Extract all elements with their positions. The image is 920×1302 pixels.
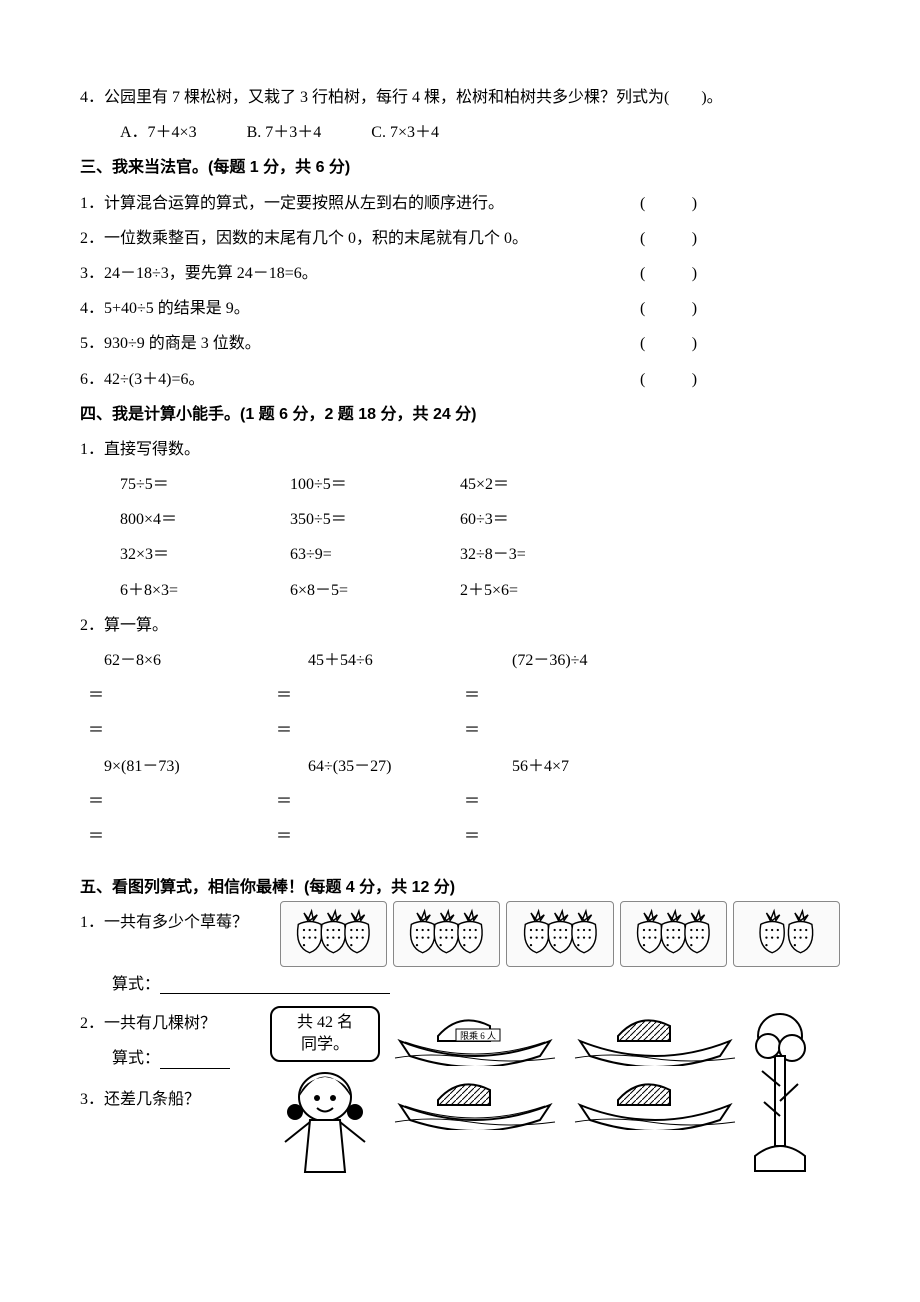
boat-icon bbox=[390, 1070, 560, 1130]
s4-work-expr: (72－36)÷4 bbox=[488, 643, 692, 678]
s4-work-eq: ＝ bbox=[80, 784, 268, 819]
s4-grid: 75÷5＝100÷5＝45×2＝ 800×4＝350÷5＝60÷3＝ 32×3＝63… bbox=[80, 467, 840, 608]
strawberry-panel bbox=[506, 901, 613, 967]
s4-work-eq: ＝ bbox=[80, 678, 268, 713]
q2-4-text: 4．公园里有 7 棵松树，又栽了 3 行柏树，每行 4 棵，松树和柏树共多少棵？… bbox=[80, 80, 840, 115]
s5-q1-label: 算式： bbox=[112, 976, 160, 993]
s4-work-expr: 56＋4×7 bbox=[488, 749, 692, 784]
bubble-line-2: 同学。 bbox=[280, 1034, 370, 1056]
s4-grid-cell: 800×4＝ bbox=[80, 502, 290, 537]
q2-4-opt-b: B. 7＋3＋4 bbox=[247, 115, 322, 150]
s4-work-eq: ＝ bbox=[268, 678, 456, 713]
s5-q2-blank-line bbox=[160, 1050, 230, 1069]
strawberry-panel bbox=[393, 901, 500, 967]
s4-work-eq: ＝ bbox=[80, 713, 268, 748]
strawberry-panel bbox=[620, 901, 727, 967]
bubble-line-1: 共 42 名 bbox=[280, 1012, 370, 1034]
s5-q2-label: 算式： bbox=[112, 1050, 160, 1067]
s3-paren-6: ( ) bbox=[640, 371, 702, 388]
s3-list: 1．计算混合运算的算式，一定要按照从左到右的顺序进行。( ) 2．一位数乘整百，… bbox=[80, 186, 840, 397]
s4-work-eq: ＝ bbox=[268, 784, 456, 819]
s4-work-eq: ＝ bbox=[456, 678, 644, 713]
boat-icon bbox=[570, 1006, 740, 1066]
s3-item-2: 2．一位数乘整百，因数的末尾有几个 0，积的末尾就有几个 0。 bbox=[80, 221, 640, 256]
boat-col-1: 限乘 6 人 bbox=[390, 1006, 560, 1130]
s3-title: 三、我来当法官。(每题 1 分，共 6 分) bbox=[80, 150, 840, 185]
strawberry-panel bbox=[280, 901, 387, 967]
s4-work-eq: ＝ bbox=[456, 819, 644, 854]
s4-grid-cell: 2＋5×6= bbox=[460, 573, 630, 608]
s4-grid-cell: 32÷8－3= bbox=[460, 537, 630, 572]
s3-paren-5: ( ) bbox=[640, 335, 702, 352]
s4-grid-cell: 100÷5＝ bbox=[290, 467, 460, 502]
s4-grid-cell: 60÷3＝ bbox=[460, 502, 630, 537]
s4-work-eq: ＝ bbox=[456, 713, 644, 748]
q2-4-opt-a: A．7＋4×3 bbox=[120, 115, 197, 150]
s4-work-eq: ＝ bbox=[80, 819, 268, 854]
tree-icon bbox=[750, 1006, 810, 1176]
s4-work-eq: ＝ bbox=[268, 819, 456, 854]
s5-q1-blank-line bbox=[160, 976, 390, 995]
s4-grid-cell: 63÷9= bbox=[290, 537, 460, 572]
boat-icon: 限乘 6 人 bbox=[390, 1006, 560, 1066]
s3-item-6: 6．42÷(3＋4)=6。 bbox=[80, 362, 640, 397]
boat-icon bbox=[570, 1070, 740, 1130]
s4-grid-cell: 32×3＝ bbox=[80, 537, 290, 572]
s3-paren-1: ( ) bbox=[640, 195, 702, 212]
s4-work-expr: 9×(81－73) bbox=[80, 749, 284, 784]
s4-work-eq: ＝ bbox=[456, 784, 644, 819]
q2-4-options: A．7＋4×3 B. 7＋3＋4 C. 7×3＋4 bbox=[80, 115, 840, 150]
strawberry-panels bbox=[280, 901, 840, 967]
s5-q1-blank: 算式： bbox=[80, 967, 840, 1002]
s4-p1: 1．直接写得数。 bbox=[80, 432, 840, 467]
boats-area: 2．一共有几棵树？ 算式： 3．还差几条船？ 共 42 名 同学。 bbox=[80, 1006, 840, 1196]
s3-paren-4: ( ) bbox=[640, 300, 702, 317]
s4-grid-cell: 6＋8×3= bbox=[80, 573, 290, 608]
s4-grid-cell: 75÷5＝ bbox=[80, 467, 290, 502]
s3-item-4: 4．5+40÷5 的结果是 9。 bbox=[80, 291, 640, 326]
s4-grid-cell: 6×8－5= bbox=[290, 573, 460, 608]
s4-grid-cell: 45×2＝ bbox=[460, 467, 630, 502]
s4-work-expr: 64÷(35－27) bbox=[284, 749, 488, 784]
s4-work: 62－8×645＋54÷6(72－36)÷4＝＝＝＝＝＝9×(81－73)64÷… bbox=[80, 643, 840, 854]
s5-q2: 2．一共有几棵树？ bbox=[80, 1006, 260, 1041]
s3-item-1: 1．计算混合运算的算式，一定要按照从左到右的顺序进行。 bbox=[80, 186, 640, 221]
s3-paren-2: ( ) bbox=[640, 230, 702, 247]
s3-paren-3: ( ) bbox=[640, 265, 702, 282]
boat-cap-text: 限乘 6 人 bbox=[460, 1030, 496, 1041]
s5-q3: 3．还差几条船？ bbox=[80, 1082, 260, 1117]
s4-title: 四、我是计算小能手。(1 题 6 分，2 题 18 分，共 24 分) bbox=[80, 397, 840, 432]
s4-work-expr: 62－8×6 bbox=[80, 643, 284, 678]
s4-p2: 2．算一算。 bbox=[80, 608, 840, 643]
s5-q2-blank: 算式： bbox=[80, 1041, 260, 1076]
s4-work-expr: 45＋54÷6 bbox=[284, 643, 488, 678]
s3-item-5: 5．930÷9 的商是 3 位数。 bbox=[80, 326, 640, 361]
s5-q1-text: 1．一共有多少个草莓？ bbox=[80, 914, 248, 931]
s4-grid-cell: 350÷5＝ bbox=[290, 502, 460, 537]
s4-work-eq: ＝ bbox=[268, 713, 456, 748]
boat-col-2 bbox=[570, 1006, 740, 1130]
speech-bubble: 共 42 名 同学。 bbox=[270, 1006, 380, 1063]
speech-bubble-wrap: 共 42 名 同学。 bbox=[270, 1006, 380, 1196]
s3-item-3: 3．24－18÷3，要先算 24－18=6。 bbox=[80, 256, 640, 291]
girl-icon bbox=[270, 1062, 380, 1182]
q2-4-opt-c: C. 7×3＋4 bbox=[371, 115, 439, 150]
strawberry-panel bbox=[733, 901, 840, 967]
